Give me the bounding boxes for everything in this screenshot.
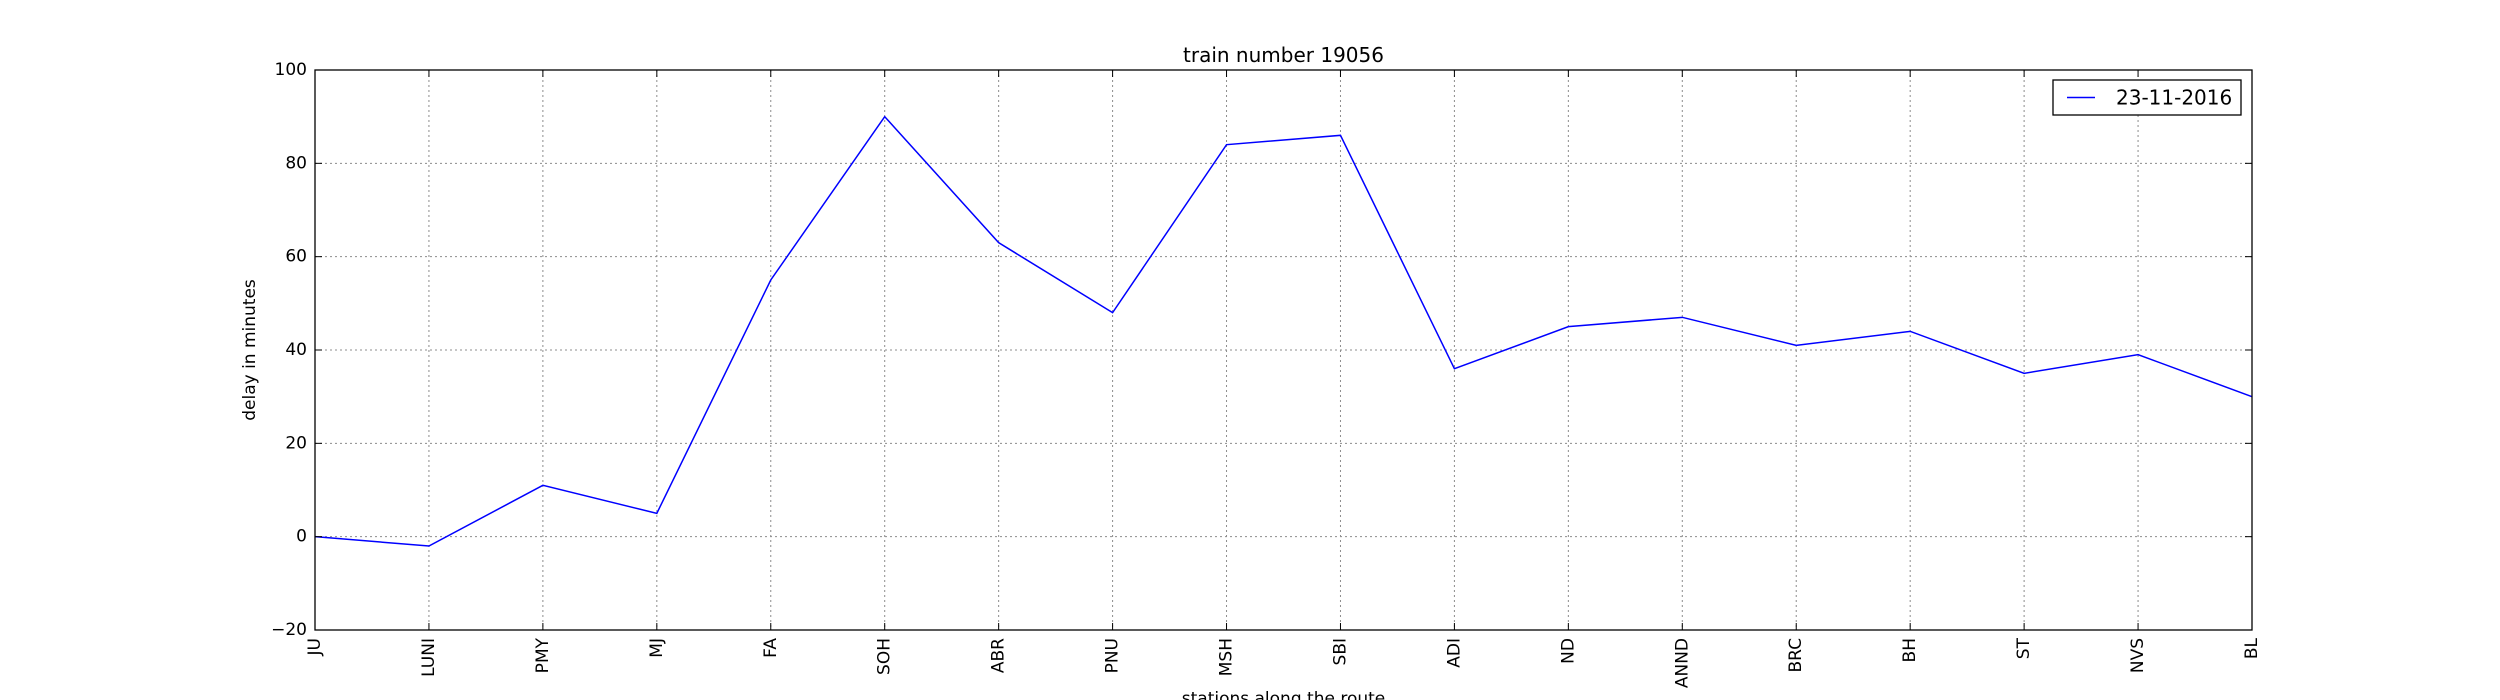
series-layer	[314, 115, 2253, 547]
y-tick-label: 0	[296, 527, 307, 547]
x-tick-label: BRC	[1786, 638, 1806, 673]
x-tick-label: ADI	[1444, 638, 1464, 668]
x-tick-label: PMY	[533, 637, 553, 673]
x-tick-label: PNU	[1103, 638, 1123, 673]
x-axis-label: stations along the route	[1182, 689, 1386, 700]
y-tick-label: 40	[285, 340, 307, 360]
y-tick-label: 60	[285, 247, 307, 267]
x-tick-label: ND	[1558, 638, 1578, 664]
x-tick-label: FA	[761, 638, 781, 658]
x-tick-label: SOH	[875, 638, 895, 675]
x-tick-label: SBI	[1330, 638, 1350, 665]
chart-title: train number 19056	[1183, 43, 1384, 67]
y-tick-label: 80	[285, 153, 307, 173]
y-tick-label: 100	[275, 60, 307, 80]
ticks: JU LUNI PMY MJ FA SOH ABR PNU MSH SBI ADI ND ANND BRC…	[271, 60, 2262, 688]
x-tick-label: BL	[2242, 637, 2262, 659]
x-tick-label: ST	[2014, 637, 2034, 659]
grid	[314, 69, 2253, 631]
x-tick-label: MJ	[647, 638, 667, 658]
x-tick-label: JU	[305, 638, 325, 656]
y-tick-label: 20	[285, 433, 307, 453]
y-tick-label: −20	[271, 620, 307, 640]
x-tick-label: ABR	[989, 638, 1009, 673]
x-tick-label: NVS	[2128, 638, 2148, 673]
legend: 23-11-2016	[2052, 79, 2242, 116]
x-tick-label: MSH	[1217, 638, 1237, 676]
y-axis-label: delay in minutes	[240, 279, 260, 421]
x-tick-label: LUNI	[419, 638, 439, 677]
series-line	[314, 115, 2253, 547]
x-tick-label: ANND	[1672, 638, 1692, 688]
legend-label: 23-11-2016	[2116, 86, 2232, 110]
x-tick-label: BH	[1900, 638, 1920, 662]
